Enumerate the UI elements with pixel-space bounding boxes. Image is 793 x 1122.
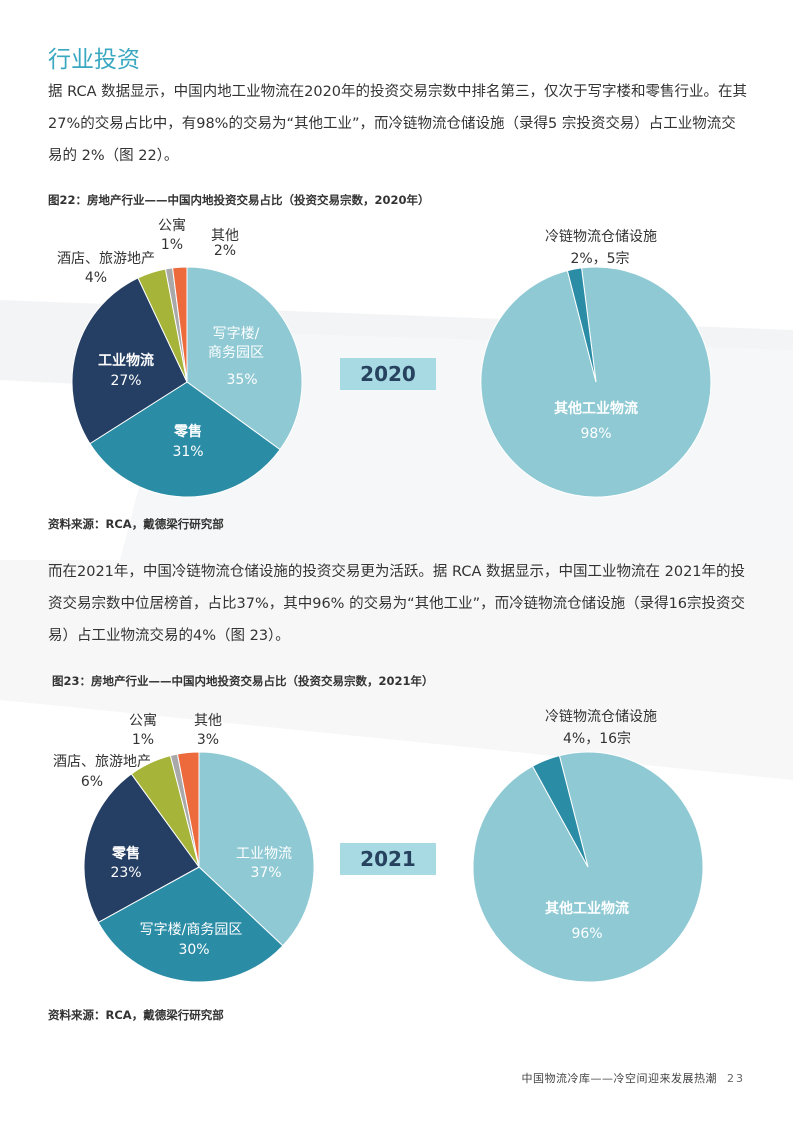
slice-name-label: 写字楼/	[213, 326, 260, 342]
slice-name-label: 其他工业物流	[554, 400, 638, 417]
slice-value-label: 96%	[571, 926, 602, 942]
slice-name-label: 写字楼/商务园区	[140, 922, 243, 938]
slice-value-label: 2%	[214, 243, 236, 259]
slice-value-label: 98%	[580, 426, 611, 442]
footer-title: 中国物流冷库——冷空间迎来发展热潮	[521, 1072, 717, 1085]
figure-22-svg: 写字楼/商务园区35%零售31%工业物流27%酒店、旅游地产4%公寓1%其他2%…	[57, 217, 712, 498]
pie-slice	[71, 277, 188, 445]
slice-value-label: 30%	[178, 942, 209, 958]
page-footer: 中国物流冷库——冷空间迎来发展热潮 23	[522, 1070, 746, 1086]
slice-name-label: 其他	[211, 228, 239, 244]
second-paragraph: 而在2021年，中国冷链物流仓储设施的投资交易更为活跃。据 RCA 数据显示，中…	[48, 564, 746, 644]
slice-name-label: 零售	[173, 423, 202, 440]
slice-value-label: 4%	[85, 270, 107, 286]
pie-slice	[176, 751, 200, 868]
slice-value-label: 6%	[81, 774, 103, 790]
slice-value-label: 3%	[197, 732, 219, 748]
figure-22-chart: 写字楼/商务园区 35% 零售 31% 工业物流 27% 酒店、旅游地产 4% 公寓 1% 其他 2%…	[0, 210, 793, 510]
slice-name-label: 商务园区	[208, 345, 264, 361]
pie-slice	[83, 773, 200, 924]
pie-slice	[89, 381, 281, 498]
slice-name-label: 工业物流	[236, 846, 292, 862]
slice-value-label: 2%，5宗	[570, 251, 629, 267]
slice-name-label: 其他工业物流	[545, 900, 629, 917]
page-number: 23	[727, 1072, 745, 1085]
pie-slice	[566, 267, 597, 383]
slice-name-label: 冷链物流仓储设施	[545, 229, 657, 245]
intro-paragraph: 据 RCA 数据显示，中国内地工业物流在2020年的投资交易宗数中排名第三，仅次…	[48, 84, 748, 164]
slice-value-label: 4%，16宗	[563, 731, 631, 747]
slice-name-label: 公寓	[129, 712, 157, 729]
pie-slice	[172, 266, 188, 383]
slice-value-label: 23%	[110, 865, 141, 881]
pie-slice	[186, 266, 303, 451]
figure-22-title: 图22：房地产行业——中国内地投资交易占比（投资交易宗数，2020年）	[48, 193, 430, 207]
figure-22-source: 资料来源：RCA，戴德梁行研究部	[48, 517, 224, 531]
slice-name-label: 工业物流	[98, 352, 154, 369]
slice-value-label: 37%	[250, 865, 281, 881]
slice-value-label: 1%	[161, 237, 183, 253]
section-title: 行业投资	[48, 47, 140, 73]
slice-name-label: 冷链物流仓储设施	[545, 709, 657, 725]
slice-value-label: 1%	[132, 732, 154, 748]
pie-slice	[97, 866, 284, 983]
slice-name-label: 酒店、旅游地产	[57, 251, 155, 267]
pie-slice	[198, 751, 315, 947]
slice-value-label: 31%	[172, 444, 203, 460]
year-badge-2021: 2021	[340, 843, 436, 875]
slice-value-label: 27%	[110, 373, 141, 389]
slice-name-label: 其他	[194, 713, 222, 729]
figure-23-title: 图23：房地产行业——中国内地投资交易占比（投资交易宗数，2021年）	[52, 674, 434, 688]
figure-23-source: 资料来源：RCA，戴德梁行研究部	[48, 1008, 224, 1022]
slice-name-label: 公寓	[158, 217, 186, 234]
pie-slice	[531, 755, 589, 868]
figure-23-chart: 工业物流 37% 写字楼/商务园区 30% 零售 23% 酒店、旅游地产 6% 公寓 1% 其他 3%…	[0, 690, 793, 990]
year-badge-2020: 2020	[340, 358, 436, 390]
slice-name-label: 零售	[111, 845, 140, 862]
slice-value-label: 35%	[226, 372, 257, 388]
figure-23-svg: 工业物流 37% 写字楼/商务园区 30% 零售 23% 酒店、旅游地产 6% 公寓 1% 其他 3%…	[53, 709, 704, 983]
slice-name-label: 酒店、旅游地产	[53, 754, 151, 770]
